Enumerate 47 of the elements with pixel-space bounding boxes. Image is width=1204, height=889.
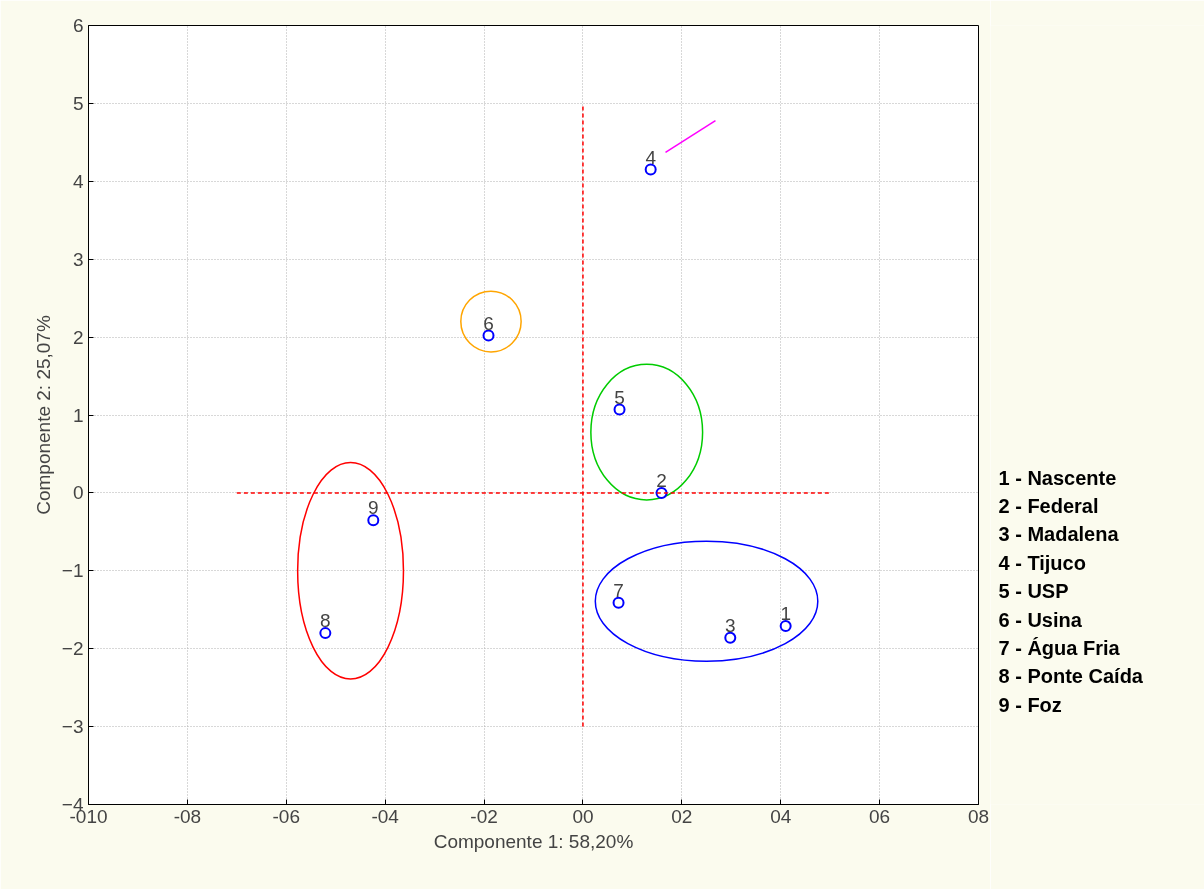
text: 6 - Usina — [998, 608, 1083, 631]
x-tick-label: -08 — [173, 805, 202, 827]
point — [612, 596, 625, 609]
point — [779, 620, 792, 633]
text: 2 - Federal — [998, 495, 1099, 518]
x-tick-label: 00 — [572, 805, 594, 827]
annotation: 8 — [320, 610, 331, 632]
y-tick-label: 1 — [72, 404, 84, 426]
text: 1 - Nascente — [998, 466, 1117, 489]
x-tick-label: 02 — [671, 805, 693, 827]
annotation: 2 — [656, 469, 667, 491]
text: 9 - Foz — [998, 693, 1062, 716]
text: 5 - USP — [998, 580, 1069, 603]
point — [644, 163, 657, 176]
y-tick-label: 4 — [72, 170, 84, 192]
y-axis-title: Componente 2: 25,07% — [32, 315, 54, 515]
annotation: 4 — [645, 146, 657, 168]
x-axis-title: Componente 1: 58,20% — [433, 830, 634, 852]
x-tick-label: 06 — [869, 805, 891, 827]
y-tick-label: −3 — [61, 716, 84, 738]
annotation: 9 — [368, 497, 379, 519]
point — [367, 514, 380, 527]
x-tick-label: -04 — [371, 805, 400, 827]
y-tick-label: 2 — [72, 326, 84, 348]
y-tick-label: −1 — [61, 560, 84, 582]
y-tick-label: 6 — [72, 15, 84, 36]
annotation: 5 — [614, 386, 625, 408]
x-tick-label: -02 — [470, 805, 498, 827]
point — [319, 627, 332, 640]
annotation: 7 — [613, 579, 624, 601]
x-tick-label: -06 — [272, 805, 301, 827]
annotation: 3 — [725, 614, 736, 636]
point — [613, 403, 626, 416]
y-tick-label: 3 — [72, 248, 84, 270]
y-tick-label: −2 — [61, 638, 84, 660]
point — [724, 631, 737, 644]
text: 7 - Água Fria — [998, 637, 1121, 659]
x-tick-label: 04 — [770, 805, 792, 827]
text: 3 - Madalena — [998, 523, 1120, 546]
text: 8 - Ponte Caída — [998, 665, 1144, 688]
annotation: 6 — [483, 312, 494, 334]
annotation: 1 — [780, 603, 791, 625]
text: 4 - Tijuco — [998, 551, 1086, 574]
point — [482, 329, 495, 342]
x-tick-label: 08 — [967, 805, 990, 827]
y-tick-label: 0 — [72, 482, 84, 504]
y-tick-label: 5 — [72, 92, 84, 114]
